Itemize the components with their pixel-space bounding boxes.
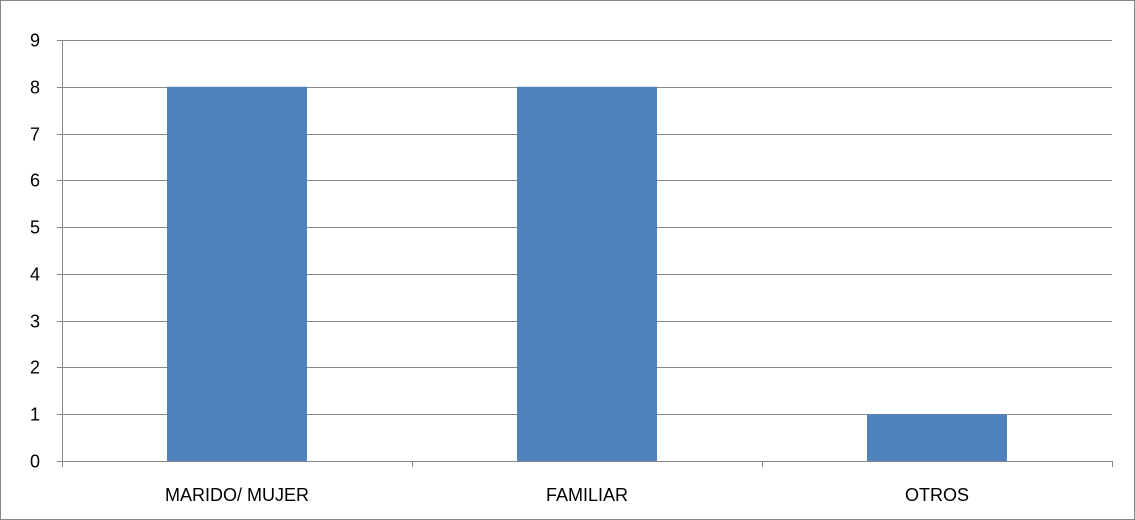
bars bbox=[167, 86, 1007, 462]
bar-marido-mujer bbox=[167, 86, 307, 462]
y-tick-label: 8 bbox=[30, 78, 40, 98]
tick-labels: 0 1 2 3 4 5 6 7 8 9 MARIDO/ MUJER FAMILIAR OTROS bbox=[30, 31, 969, 506]
y-tick-label: 9 bbox=[30, 31, 40, 51]
y-tick-label: 3 bbox=[30, 312, 40, 332]
axes bbox=[57, 40, 1113, 467]
x-tick-label: MARIDO/ MUJER bbox=[165, 485, 309, 505]
x-tick-label: FAMILIAR bbox=[546, 485, 628, 505]
y-tick-label: 5 bbox=[30, 218, 40, 238]
y-tick-label: 1 bbox=[30, 405, 40, 425]
y-tick-label: 0 bbox=[30, 452, 40, 472]
bar-otros bbox=[867, 414, 1007, 461]
x-tick-label: OTROS bbox=[905, 485, 969, 505]
y-tick-label: 6 bbox=[30, 171, 40, 191]
bar-familiar bbox=[517, 86, 657, 462]
y-tick-label: 2 bbox=[30, 358, 40, 378]
y-tick-label: 7 bbox=[30, 125, 40, 145]
y-tick-label: 4 bbox=[30, 265, 40, 285]
